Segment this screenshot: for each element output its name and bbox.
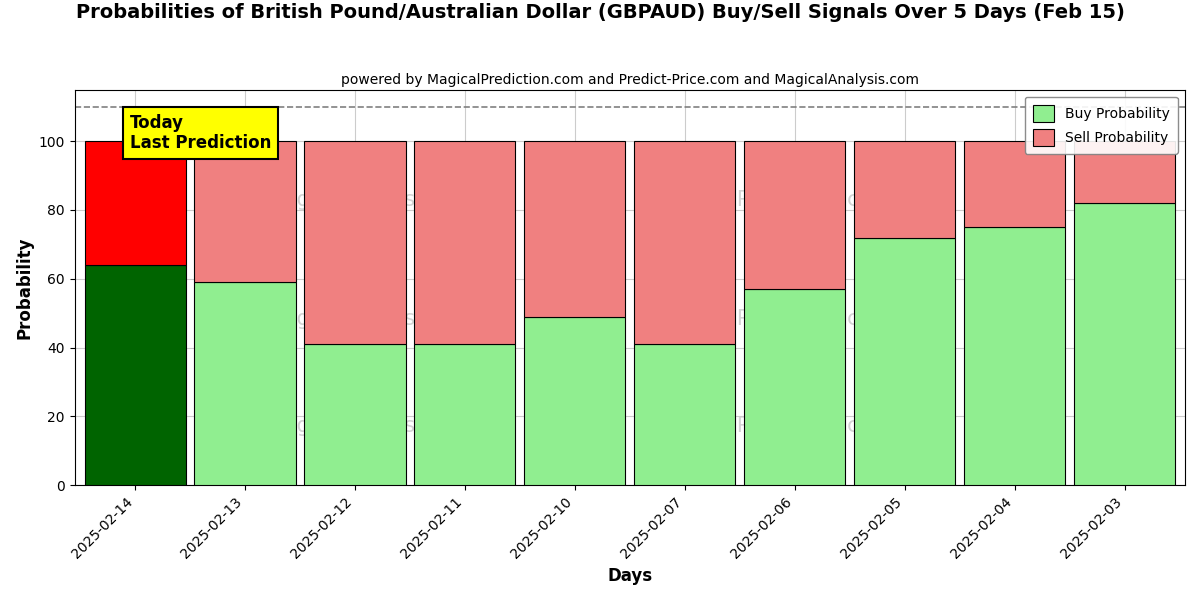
X-axis label: Days: Days xyxy=(607,567,653,585)
Bar xyxy=(1074,141,1175,203)
Bar xyxy=(524,141,625,317)
Bar xyxy=(854,141,955,238)
Text: MagicalPrediction.com: MagicalPrediction.com xyxy=(656,416,892,436)
Text: MagicalAnalysis.com: MagicalAnalysis.com xyxy=(266,190,482,211)
Bar xyxy=(524,317,625,485)
Bar xyxy=(84,265,186,485)
Text: MagicalPrediction.com: MagicalPrediction.com xyxy=(656,309,892,329)
Bar xyxy=(84,141,186,265)
Text: MagicalPrediction.com: MagicalPrediction.com xyxy=(656,190,892,211)
Bar xyxy=(744,141,845,289)
Text: Today
Last Prediction: Today Last Prediction xyxy=(130,113,271,152)
Bar xyxy=(305,141,406,344)
Bar xyxy=(964,141,1066,227)
Bar xyxy=(1074,203,1175,485)
Title: powered by MagicalPrediction.com and Predict-Price.com and MagicalAnalysis.com: powered by MagicalPrediction.com and Pre… xyxy=(341,73,919,87)
Bar xyxy=(305,344,406,485)
Bar xyxy=(414,141,516,344)
Bar xyxy=(964,227,1066,485)
Bar xyxy=(744,289,845,485)
Text: MagicalAnalysis.com: MagicalAnalysis.com xyxy=(266,309,482,329)
Bar xyxy=(635,141,736,344)
Bar xyxy=(194,141,295,282)
Bar xyxy=(635,344,736,485)
Bar xyxy=(194,282,295,485)
Bar xyxy=(414,344,516,485)
Y-axis label: Probability: Probability xyxy=(16,236,34,338)
Text: MagicalAnalysis.com: MagicalAnalysis.com xyxy=(266,416,482,436)
Bar xyxy=(854,238,955,485)
Text: Probabilities of British Pound/Australian Dollar (GBPAUD) Buy/Sell Signals Over : Probabilities of British Pound/Australia… xyxy=(76,3,1124,22)
Legend: Buy Probability, Sell Probability: Buy Probability, Sell Probability xyxy=(1025,97,1178,154)
